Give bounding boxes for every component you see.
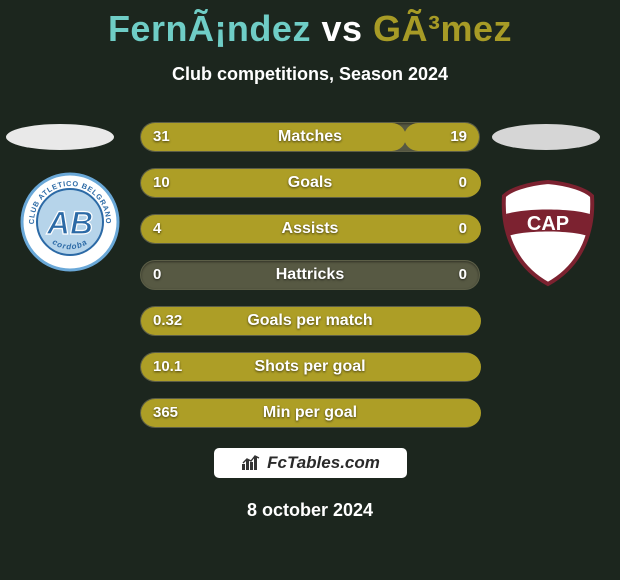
player1-avatar-placeholder — [6, 124, 114, 150]
stat-label: Min per goal — [141, 399, 479, 429]
belgrano-crest-icon: CLUB ATLETICO BELGRANO cordoba AB — [20, 172, 120, 272]
stat-label: Matches — [141, 123, 479, 153]
title-player2: GÃ³mez — [373, 8, 512, 49]
platense-crest-icon: CAP — [498, 178, 598, 288]
subtitle: Club competitions, Season 2024 — [0, 64, 620, 85]
club-badge-left: CLUB ATLETICO BELGRANO cordoba AB — [20, 172, 120, 272]
player2-avatar-placeholder — [492, 124, 600, 150]
stat-label: Goals — [141, 169, 479, 199]
branding-label: FcTables.com — [267, 453, 380, 473]
page-title: FernÃ¡ndez vs GÃ³mez — [0, 0, 620, 50]
title-vs: vs — [321, 8, 362, 49]
stat-row: 3119Matches — [140, 122, 480, 152]
title-player1: FernÃ¡ndez — [108, 8, 311, 49]
stat-row: 10.1Shots per goal — [140, 352, 480, 382]
stat-row: 100Goals — [140, 168, 480, 198]
stat-label: Shots per goal — [141, 353, 479, 383]
stat-label: Hattricks — [141, 261, 479, 291]
stat-label: Assists — [141, 215, 479, 245]
svg-text:CAP: CAP — [527, 213, 569, 235]
stats-comparison-chart: 3119Matches 100Goals 40Assists 00Hattricks 0… — [140, 122, 480, 444]
fctables-branding: FcTables.com — [214, 448, 407, 478]
stat-label: Goals per match — [141, 307, 479, 337]
stat-row: 365Min per goal — [140, 398, 480, 428]
bars-icon — [241, 455, 261, 471]
date-label: 8 october 2024 — [0, 500, 620, 521]
svg-text:AB: AB — [46, 205, 93, 241]
stat-row: 00Hattricks — [140, 260, 480, 290]
club-badge-right: CAP — [498, 178, 598, 278]
stat-row: 40Assists — [140, 214, 480, 244]
stat-row: 0.32Goals per match — [140, 306, 480, 336]
